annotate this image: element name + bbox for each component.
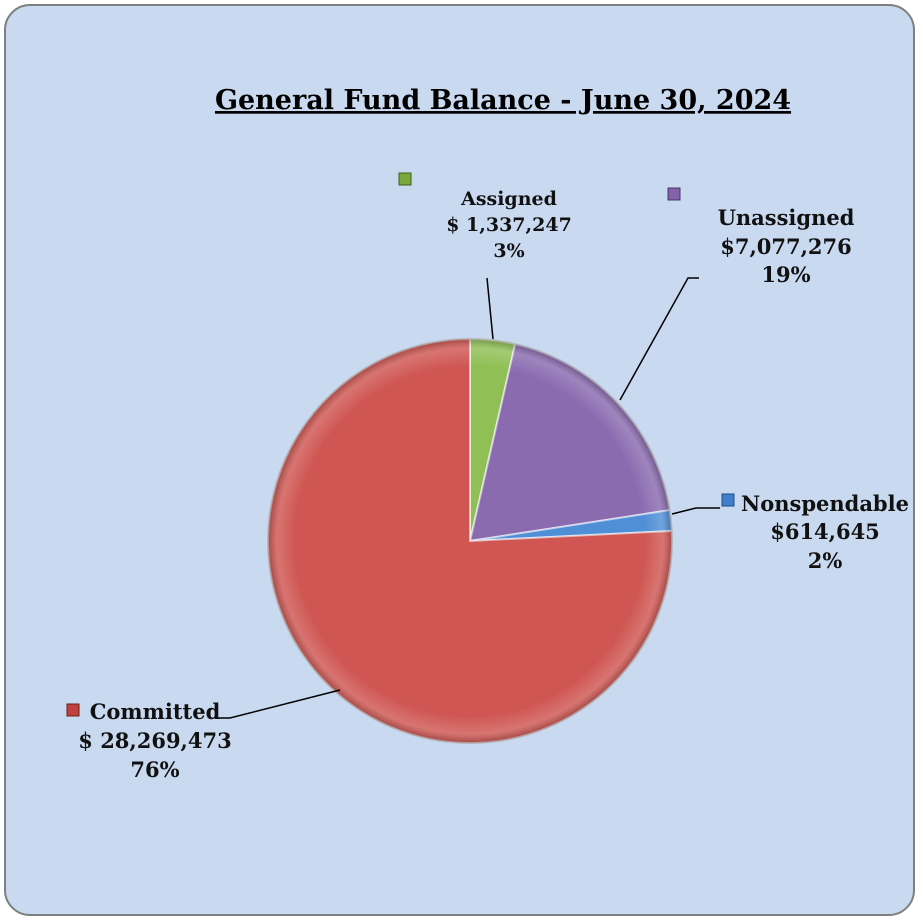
unassigned-percent: 19% [761,262,810,287]
legend-marker-assigned [398,172,412,186]
unassigned-name: Unassigned [718,205,855,230]
committed-value: $ 28,269,473 [78,728,231,753]
chart-title: General Fund Balance - June 30, 2024 [215,85,791,116]
leader-line-assigned [486,277,494,340]
label-assigned: Assigned $ 1,337,247 3% [398,172,572,262]
committed-percent: 76% [130,757,179,782]
label-unassigned: Unassigned $7,077,276 19% [667,187,855,287]
label-committed: Committed $ 28,269,473 76% [66,699,232,782]
nonspendable-name: Nonspendable [741,491,909,516]
committed-name: Committed [90,699,221,724]
nonspendable-value: $614,645 [770,519,880,544]
assigned-name: Assigned [460,188,557,210]
assigned-percent: 3% [493,240,524,262]
assigned-value: $ 1,337,247 [446,214,572,236]
leader-line-unassigned [619,277,699,401]
legend-marker-unassigned [667,187,681,201]
leader-line-committed [216,689,341,719]
legend-marker-committed [66,703,80,717]
pie-slices [267,337,673,744]
leader-line-nonspendable [671,507,720,515]
leader-lines [216,277,720,719]
unassigned-value: $7,077,276 [720,234,852,259]
label-nonspendable: Nonspendable $614,645 2% [721,491,909,573]
legend-marker-nonspendable [721,493,735,507]
nonspendable-percent: 2% [808,548,843,573]
